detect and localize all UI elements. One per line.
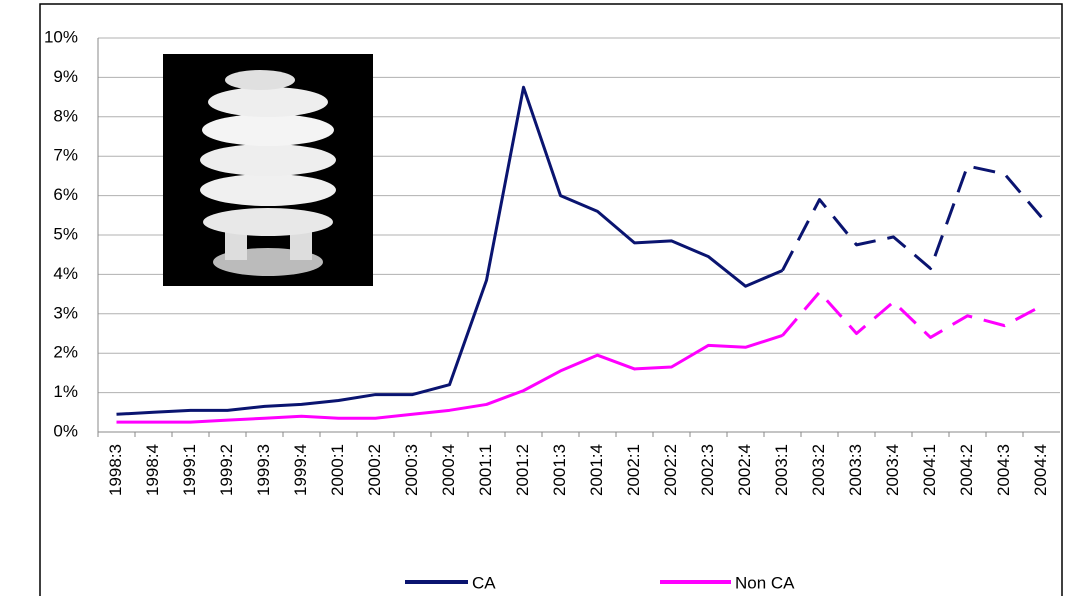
y-tick-label: 6%	[53, 185, 78, 204]
x-tick-label: 2001:2	[513, 444, 532, 496]
x-tick-label: 2001:3	[550, 444, 569, 496]
y-tick-label: 4%	[53, 264, 78, 283]
series-line	[781, 290, 1043, 339]
x-tick-label: 1999:2	[217, 444, 236, 496]
y-tick-label: 2%	[53, 343, 78, 362]
x-tick-label: 2004:4	[1031, 444, 1050, 496]
series-line	[116, 85, 784, 416]
x-tick-label: 2004:2	[957, 444, 976, 496]
x-tick-label: 2002:4	[735, 444, 754, 496]
x-tick-label: 2002:1	[624, 444, 643, 496]
x-tick-label: 2004:1	[920, 444, 939, 496]
y-tick-label: 9%	[53, 67, 78, 86]
x-tick-label: 1999:4	[291, 444, 310, 496]
y-tick-label: 7%	[53, 146, 78, 165]
x-tick-label: 2000:2	[365, 444, 384, 496]
x-tick-label: 2001:4	[587, 444, 606, 496]
bulb-photo	[163, 54, 373, 286]
x-tick-label: 2004:3	[994, 444, 1013, 496]
x-tick-label: 2003:4	[883, 444, 902, 496]
y-tick-label: 3%	[53, 303, 78, 322]
y-tick-label: 1%	[53, 382, 78, 401]
y-tick-label: 8%	[53, 106, 78, 125]
x-tick-label: 2002:3	[698, 444, 717, 496]
y-tick-label: 0%	[53, 421, 78, 440]
series-line	[781, 164, 1043, 272]
x-tick-label: 2003:2	[809, 444, 828, 496]
x-tick-label: 2000:4	[439, 444, 458, 496]
x-tick-label: 1998:4	[143, 444, 162, 496]
x-tick-label: 2003:3	[846, 444, 865, 496]
y-tick-label: 10%	[44, 27, 78, 46]
legend-label: Non CA	[735, 573, 795, 592]
legend-label: CA	[472, 573, 496, 592]
x-tick-label: 2000:1	[328, 444, 347, 496]
x-tick-label: 1998:3	[106, 444, 125, 496]
x-tick-label: 1999:3	[254, 444, 273, 496]
x-tick-label: 2001:1	[476, 444, 495, 496]
x-tick-label: 1999:1	[180, 444, 199, 496]
x-tick-label: 2003:1	[772, 444, 791, 496]
x-tick-label: 2002:2	[661, 444, 680, 496]
y-tick-label: 5%	[53, 224, 78, 243]
x-tick-label: 2000:3	[402, 444, 421, 496]
series-line	[116, 334, 783, 424]
